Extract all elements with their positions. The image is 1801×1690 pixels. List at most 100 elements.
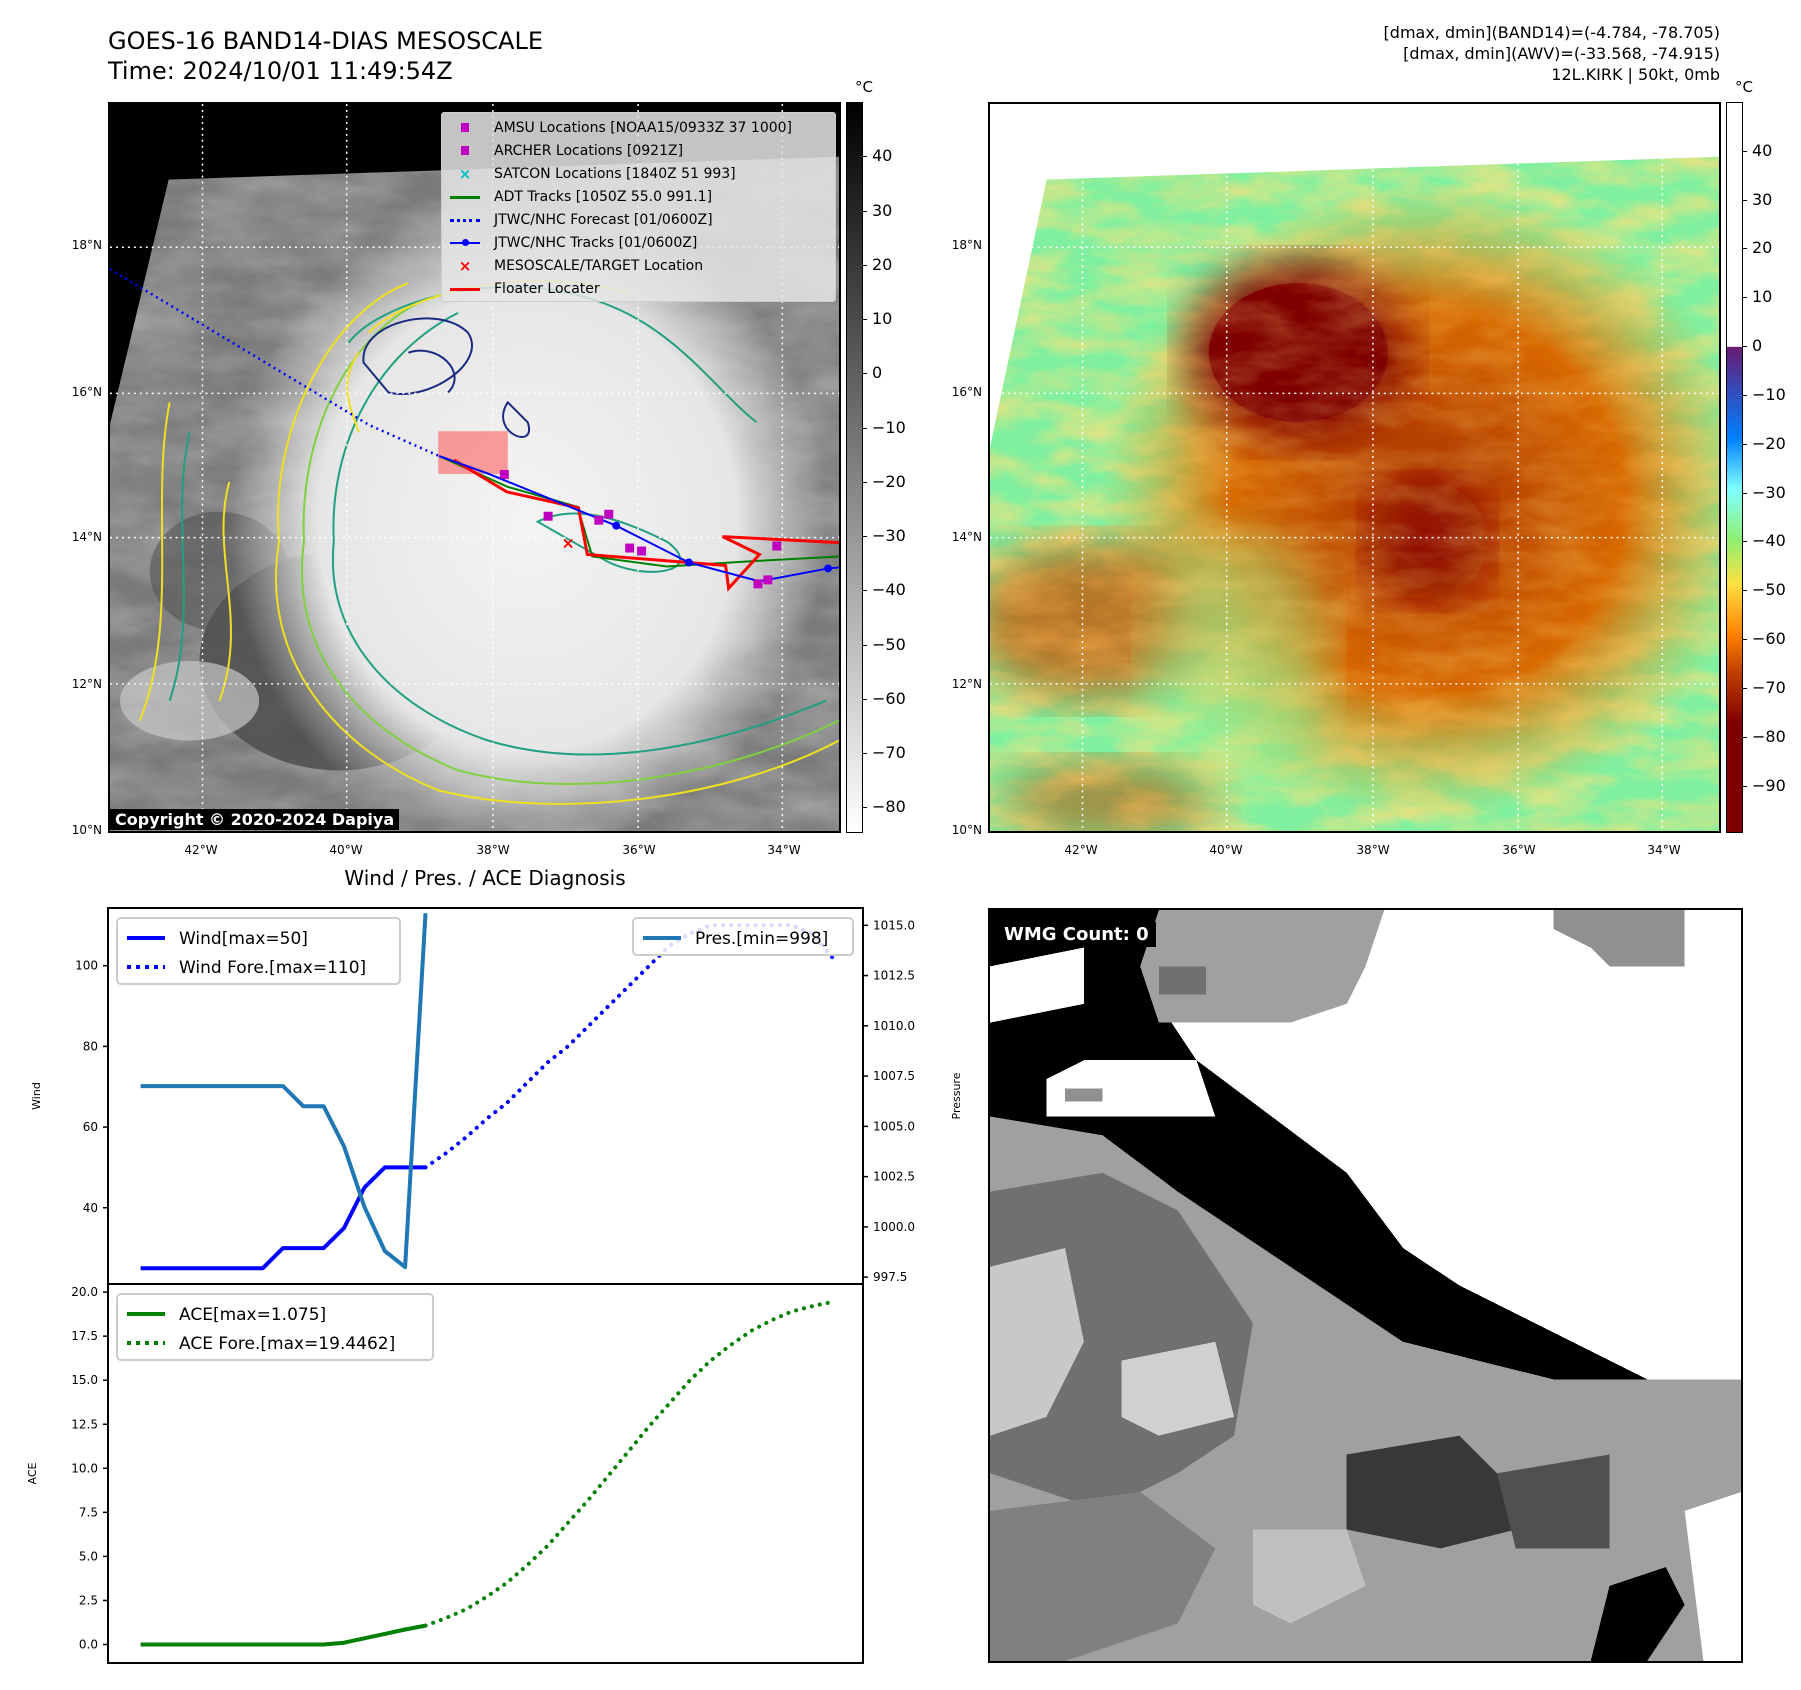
pressure-line (140, 913, 428, 1270)
y-tick-label: 2.5 (79, 1593, 98, 1607)
stats-awv: [dmax, dmin](AWV)=(-33.568, -74.915) (1403, 44, 1720, 63)
ace-forecast-line (423, 1299, 835, 1628)
legend-item: × SATCON Locations [1840Z 51 993] (448, 164, 736, 184)
colorbar-left (846, 102, 863, 833)
colorbar-tick-label: −10 (1752, 384, 1786, 404)
colorbar-tick (863, 264, 867, 266)
colorbar-tick-label: −10 (872, 417, 906, 437)
lon-label: 38°W (1356, 843, 1390, 857)
colorbar-tick (1743, 785, 1747, 787)
y-tick-label: 15.0 (71, 1373, 98, 1387)
y-tick-label: 20.0 (71, 1285, 98, 1299)
wind-line (140, 1165, 426, 1271)
colorbar-tick (1743, 150, 1747, 152)
colorbar-tick (1743, 736, 1747, 738)
diagnosis-title: Wind / Pres. / ACE Diagnosis (344, 866, 626, 890)
colorbar-tick-label: −50 (872, 634, 906, 654)
title-line-1: GOES-16 BAND14-DIAS MESOSCALE (108, 27, 544, 55)
y-tick-label: 10.0 (71, 1461, 98, 1475)
colorbar-tick (1743, 443, 1747, 445)
colorbar-tick (1743, 639, 1747, 641)
legend-label: Pres.[min=998] (695, 929, 828, 949)
y-tick-label: 0.0 (79, 1637, 98, 1651)
lat-label: 18°N (71, 238, 102, 252)
lon-label: 36°W (622, 843, 656, 857)
colorbar-tick-label: −40 (1752, 531, 1786, 551)
colorbar-tick-label: −60 (872, 688, 906, 708)
map-legend: AMSU Locations [NOAA15/0933Z 37 1000] ARC… (441, 112, 836, 302)
lon-label: 40°W (329, 843, 363, 857)
legend-label: Floater Locater (494, 281, 600, 297)
legend-label: Wind[max=50] (179, 929, 308, 949)
legend-marker-icon: × (458, 257, 472, 275)
colorbar-tick-label: −20 (1752, 433, 1786, 453)
lon-label: 40°W (1209, 843, 1243, 857)
colorbar-tick-label: −80 (1752, 726, 1786, 746)
legend-item: Floater Locater (448, 279, 600, 299)
colorbar-tick (863, 319, 867, 321)
colorbar-tick (1743, 346, 1747, 348)
legend-label: SATCON Locations [1840Z 51 993] (494, 166, 736, 182)
colorbar-right (1726, 102, 1743, 833)
title-line-2: Time: 2024/10/01 11:49:54Z (108, 57, 453, 85)
amsu-archer-markers (499, 469, 782, 589)
legend-marker-icon (448, 212, 482, 228)
wind-legend: Wind[max=50] Wind Fore.[max=110] (116, 917, 401, 985)
y-tick-label: 1002.5 (873, 1170, 915, 1184)
legend-item: ARCHER Locations [0921Z] (448, 141, 683, 161)
colorbar-tick-label: −50 (1752, 580, 1786, 600)
colorbar-tick-label: 10 (1752, 287, 1773, 307)
colorbar-tick (863, 210, 867, 212)
awv-image (990, 104, 1719, 831)
lon-label: 38°W (476, 843, 510, 857)
legend-label: Wind Fore.[max=110] (179, 958, 366, 978)
forecast-track (110, 268, 440, 458)
y-tick-label: 5.0 (79, 1549, 98, 1563)
lat-label: 14°N (71, 530, 102, 544)
colorbar-tick-label: −30 (872, 526, 906, 546)
colorbar-tick-label: −20 (872, 471, 906, 491)
lat-label: 18°N (951, 238, 982, 252)
colorbar-tick (1743, 590, 1747, 592)
legend-label: ADT Tracks [1050Z 55.0 991.1] (494, 189, 713, 205)
lon-label: 36°W (1502, 843, 1536, 857)
colorbar-tick-label: 20 (872, 254, 893, 274)
ace-legend: ACE[max=1.075] ACE Fore.[max=19.4462] (116, 1293, 434, 1361)
legend-marker-icon (448, 235, 482, 251)
colorbar-left-unit: °C (855, 78, 873, 96)
colorbar-tick-label: 40 (872, 146, 893, 166)
wind-axis-label: Wind (30, 1082, 43, 1110)
y-tick-label: 60 (83, 1120, 98, 1134)
lon-label: 34°W (1647, 843, 1681, 857)
y-tick-label: 1015.0 (873, 918, 915, 932)
colorbar-tick-label: 0 (872, 363, 883, 383)
legend-label: AMSU Locations [NOAA15/0933Z 37 1000] (494, 120, 793, 136)
pressure-legend: Pres.[min=998] (632, 917, 854, 956)
colorbar-tick-label: −70 (1752, 677, 1786, 697)
colorbar-tick-label: 40 (1752, 140, 1773, 160)
colorbar-tick (1743, 541, 1747, 543)
colorbar-right-unit: °C (1735, 78, 1753, 96)
y-tick-label: 100 (75, 959, 98, 973)
legend-item: × MESOSCALE/TARGET Location (448, 256, 703, 276)
lat-label: 16°N (71, 385, 102, 399)
y-tick-label: 17.5 (71, 1329, 98, 1343)
legend-label: ACE[max=1.075] (179, 1305, 326, 1325)
colorbar-tick-label: −60 (1752, 629, 1786, 649)
lat-label: 10°N (71, 823, 102, 837)
lat-label: 12°N (951, 677, 982, 691)
lon-label: 42°W (184, 843, 218, 857)
y-tick-label: 40 (83, 1201, 98, 1215)
legend-item: AMSU Locations [NOAA15/0933Z 37 1000] (448, 118, 792, 138)
y-tick-label: 1012.5 (873, 969, 915, 983)
figure-title: GOES-16 BAND14-DIAS MESOSCALE Time: 2024… (108, 26, 543, 86)
floater-track (453, 458, 839, 592)
legend-label: MESOSCALE/TARGET Location (494, 258, 704, 274)
y-tick-label: 80 (83, 1039, 98, 1053)
stats-block: [dmax, dmin](BAND14)=(-4.784, -78.705) [… (1384, 22, 1720, 85)
colorbar-tick (863, 536, 867, 538)
colorbar-tick-label: 10 (872, 309, 893, 329)
legend-box (632, 917, 854, 956)
lat-label: 12°N (71, 677, 102, 691)
colorbar-tick (863, 698, 867, 700)
